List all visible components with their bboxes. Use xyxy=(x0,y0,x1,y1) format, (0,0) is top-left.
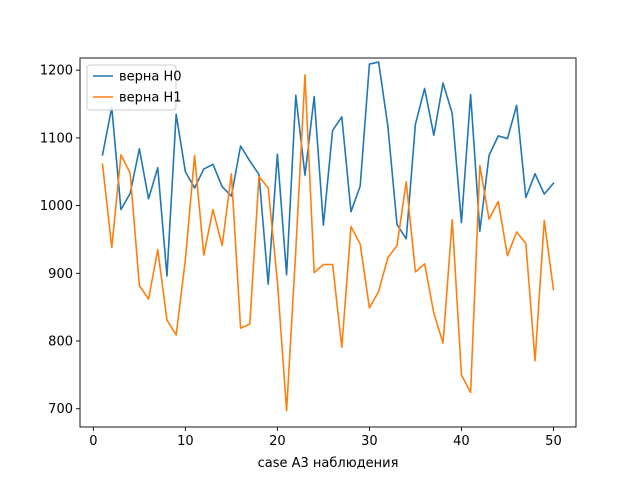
x-axis-label: case A3 наблюдения xyxy=(258,456,399,471)
y-tick-label: 700 xyxy=(48,402,73,417)
x-tick-label: 20 xyxy=(269,434,286,449)
legend: верна H0 верна H1 xyxy=(86,64,182,111)
legend-label-1: верна H0 xyxy=(119,70,182,85)
axes-layer: 0 10 20 30 40 50 700 800 900 1000 1100 1200 xyxy=(40,57,577,449)
y-tick-label: 800 xyxy=(48,335,73,350)
y-tick-label: 1200 xyxy=(40,64,73,79)
x-tick-label: 40 xyxy=(453,434,470,449)
x-tick-label: 30 xyxy=(361,434,378,449)
plot-frame xyxy=(79,57,577,428)
legend-label-2: верна H1 xyxy=(119,91,182,106)
y-tick-label: 1000 xyxy=(40,199,73,214)
series-line-2 xyxy=(101,74,555,412)
y-tick-label: 900 xyxy=(48,267,73,282)
x-tick-label: 50 xyxy=(545,434,562,449)
x-tick-label: 0 xyxy=(89,434,97,449)
x-tick-label: 10 xyxy=(177,434,194,449)
series-layer xyxy=(101,61,555,412)
y-tick-label: 1100 xyxy=(40,131,73,146)
